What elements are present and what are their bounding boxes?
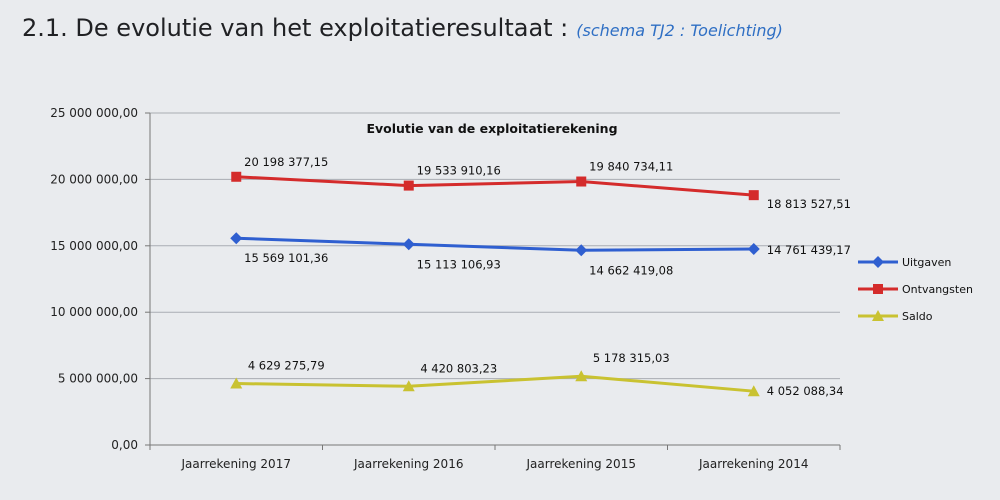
legend-label-saldo: Saldo [902,310,933,323]
data-point-saldo [747,385,760,397]
legend-label-ontvangsten: Ontvangsten [902,283,973,296]
data-point-saldo [402,380,415,392]
legend-marker-saldo [872,310,884,321]
y-tick-label: 10 000 000,00 [50,305,138,319]
data-label-saldo: 4 052 088,34 [767,384,844,398]
series-line-ontvangsten [236,175,754,197]
data-label-saldo: 4 420 803,23 [420,361,497,375]
data-label-uitgaven: 15 113 106,93 [417,257,501,271]
data-point-ontvangsten [403,180,414,191]
data-point-saldo [230,377,243,389]
data-point-uitgaven [747,242,760,255]
x-tick-label: Jaarrekening 2015 [526,457,636,471]
data-point-uitgaven [402,238,415,251]
schema-reference: (schema TJ2 : Toelichting) [576,21,783,40]
data-point-ontvangsten [231,171,242,182]
page-title: 2.1. De evolutie van het exploitatieresu… [22,14,569,42]
y-tick-label: 25 000 000,00 [50,106,138,120]
series-line-saldo [236,374,754,393]
data-label-saldo: 4 629 275,79 [248,359,325,373]
chart-title: Evolutie van de exploitatierekening [366,121,617,136]
y-tick-label: 15 000 000,00 [50,239,138,253]
data-point-uitgaven [230,232,243,245]
data-label-ontvangsten: 18 813 527,51 [767,197,851,211]
data-label-uitgaven: 14 662 419,08 [589,263,673,277]
y-tick-label: 0,00 [111,438,138,452]
data-point-saldo [575,370,588,382]
data-label-ontvangsten: 19 533 910,16 [417,164,501,178]
chart-series [230,171,760,397]
legend-marker-uitgaven [872,256,884,268]
y-tick-label: 20 000 000,00 [50,172,138,186]
data-label-ontvangsten: 20 198 377,15 [244,155,328,169]
data-point-ontvangsten [576,176,587,187]
data-point-ontvangsten [748,190,759,201]
data-label-ontvangsten: 19 840 734,11 [589,160,673,174]
page-heading: 2.1. De evolutie van het exploitatieresu… [22,14,783,42]
y-tick-label: 5 000 000,00 [58,372,138,386]
x-tick-label: Jaarrekening 2016 [353,457,463,471]
legend-label-uitgaven: Uitgaven [902,256,951,269]
chart-data-labels: 15 569 101,36 15 113 106,93 14 662 419,08 1… [244,155,851,398]
x-tick-label: Jaarrekening 2017 [181,457,291,471]
series-line-uitgaven [236,236,754,252]
chart-axes: 0,00 5 000 000,00 10 000 000,00 15 000 000,… [50,106,841,471]
x-tick-label: Jaarrekening 2014 [698,457,808,471]
data-label-saldo: 5 178 315,03 [593,351,670,365]
data-label-uitgaven: 14 761 439,17 [767,243,851,257]
chart-legend: Uitgaven Ontvangsten Saldo [858,256,973,323]
data-point-uitgaven [575,244,588,257]
data-label-uitgaven: 15 569 101,36 [244,251,328,265]
legend-marker-ontvangsten [873,284,883,294]
